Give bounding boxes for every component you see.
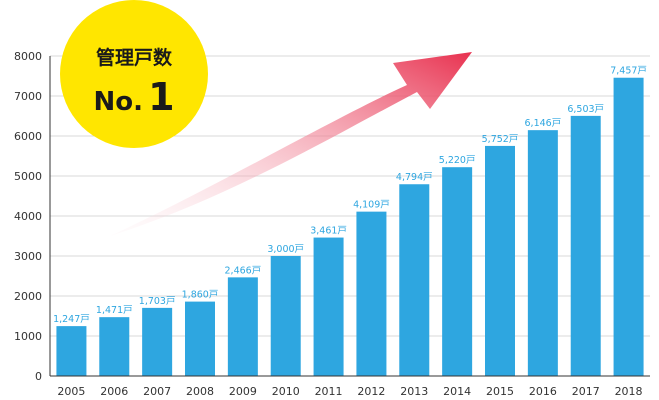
bar-2017: [570, 115, 601, 376]
x-tick-label: 2009: [229, 385, 257, 398]
data-label: 4,794戸: [396, 172, 433, 183]
y-tick-label: 3000: [14, 250, 42, 263]
x-axis-ticks: 2005 2006 2007 2008 2009 2010 2011 2012 2013 2014…: [57, 385, 642, 398]
data-label: 6,146戸: [525, 118, 562, 129]
badge-title: 管理戸数: [96, 46, 173, 69]
x-tick-label: 2010: [272, 385, 300, 398]
data-label: 1,860戸: [182, 290, 219, 301]
bar-2014: [442, 167, 473, 376]
bar-2007: [142, 307, 173, 376]
bar-2005: [56, 326, 87, 376]
data-label: 1,703戸: [139, 296, 176, 307]
data-label: 3,461戸: [310, 226, 347, 237]
badge-rank-number: 1: [148, 75, 174, 119]
bar-2008: [185, 301, 215, 376]
y-tick-label: 4000: [14, 210, 42, 223]
data-label: 6,503戸: [567, 104, 604, 115]
data-label: 1,471戸: [96, 305, 133, 316]
data-label: 5,220戸: [439, 155, 476, 166]
x-tick-label: 2005: [57, 385, 85, 398]
x-tick-label: 2017: [572, 385, 600, 398]
x-tick-label: 2012: [357, 385, 385, 398]
x-tick-label: 2014: [443, 385, 471, 398]
bar-2012: [356, 211, 387, 376]
badge-circle: [60, 0, 208, 148]
badge-rank-prefix: No.: [93, 87, 143, 117]
bar-2009: [227, 277, 258, 376]
data-label: 7,457戸: [610, 66, 647, 77]
y-tick-label: 7000: [14, 90, 42, 103]
data-label: 5,752戸: [482, 134, 519, 145]
data-label: 3,000戸: [267, 244, 304, 255]
y-axis-ticks: 0 1000 2000 3000 4000 5000 6000 7000 8000: [14, 50, 42, 383]
x-tick-label: 2018: [615, 385, 643, 398]
bar-2006: [99, 317, 130, 376]
data-label: 4,109戸: [353, 200, 390, 211]
bar-2016: [527, 130, 558, 376]
data-label: 1,247戸: [53, 314, 90, 325]
x-tick-label: 2007: [143, 385, 171, 398]
x-tick-label: 2015: [486, 385, 514, 398]
y-tick-label: 6000: [14, 130, 42, 143]
x-tick-label: 2016: [529, 385, 557, 398]
y-tick-label: 5000: [14, 170, 42, 183]
ranking-badge: 管理戸数 No. 1: [60, 0, 208, 148]
bars: [56, 77, 644, 376]
data-label: 2,466戸: [225, 265, 262, 276]
bar-2011: [313, 237, 344, 376]
x-tick-label: 2013: [400, 385, 428, 398]
x-tick-label: 2006: [100, 385, 128, 398]
bar-2010: [270, 256, 301, 376]
growth-arrow: [110, 52, 472, 236]
badge-rank: No. 1: [93, 75, 174, 119]
y-tick-label: 1000: [14, 330, 42, 343]
y-tick-label: 2000: [14, 290, 42, 303]
bar-2013: [399, 184, 430, 376]
bar-2015: [485, 145, 515, 376]
y-tick-label: 8000: [14, 50, 42, 63]
x-tick-label: 2008: [186, 385, 214, 398]
data-labels: 1,247戸 1,471戸 1,703戸 1,860戸 2,466戸 3,000戸 3,46…: [53, 66, 647, 325]
bar-2018: [613, 77, 644, 376]
x-tick-label: 2011: [315, 385, 343, 398]
y-tick-label: 0: [35, 370, 42, 383]
